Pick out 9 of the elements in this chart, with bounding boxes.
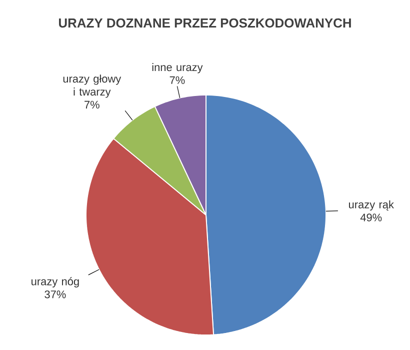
slice-label: inne urazy <box>152 63 203 74</box>
data-label: 7% <box>84 100 100 109</box>
slice-label: urazy rąk <box>349 200 394 211</box>
chart-title: URAZY DOZNANE PRZEZ POSZKODOWANYCH <box>58 18 351 28</box>
slice-label: urazy głowy i twarzy <box>63 74 122 98</box>
data-label: 49% <box>360 214 382 222</box>
data-label: 7% <box>170 76 185 84</box>
data-label: 37% <box>44 290 66 298</box>
slice-label: urazy nóg <box>32 277 79 288</box>
